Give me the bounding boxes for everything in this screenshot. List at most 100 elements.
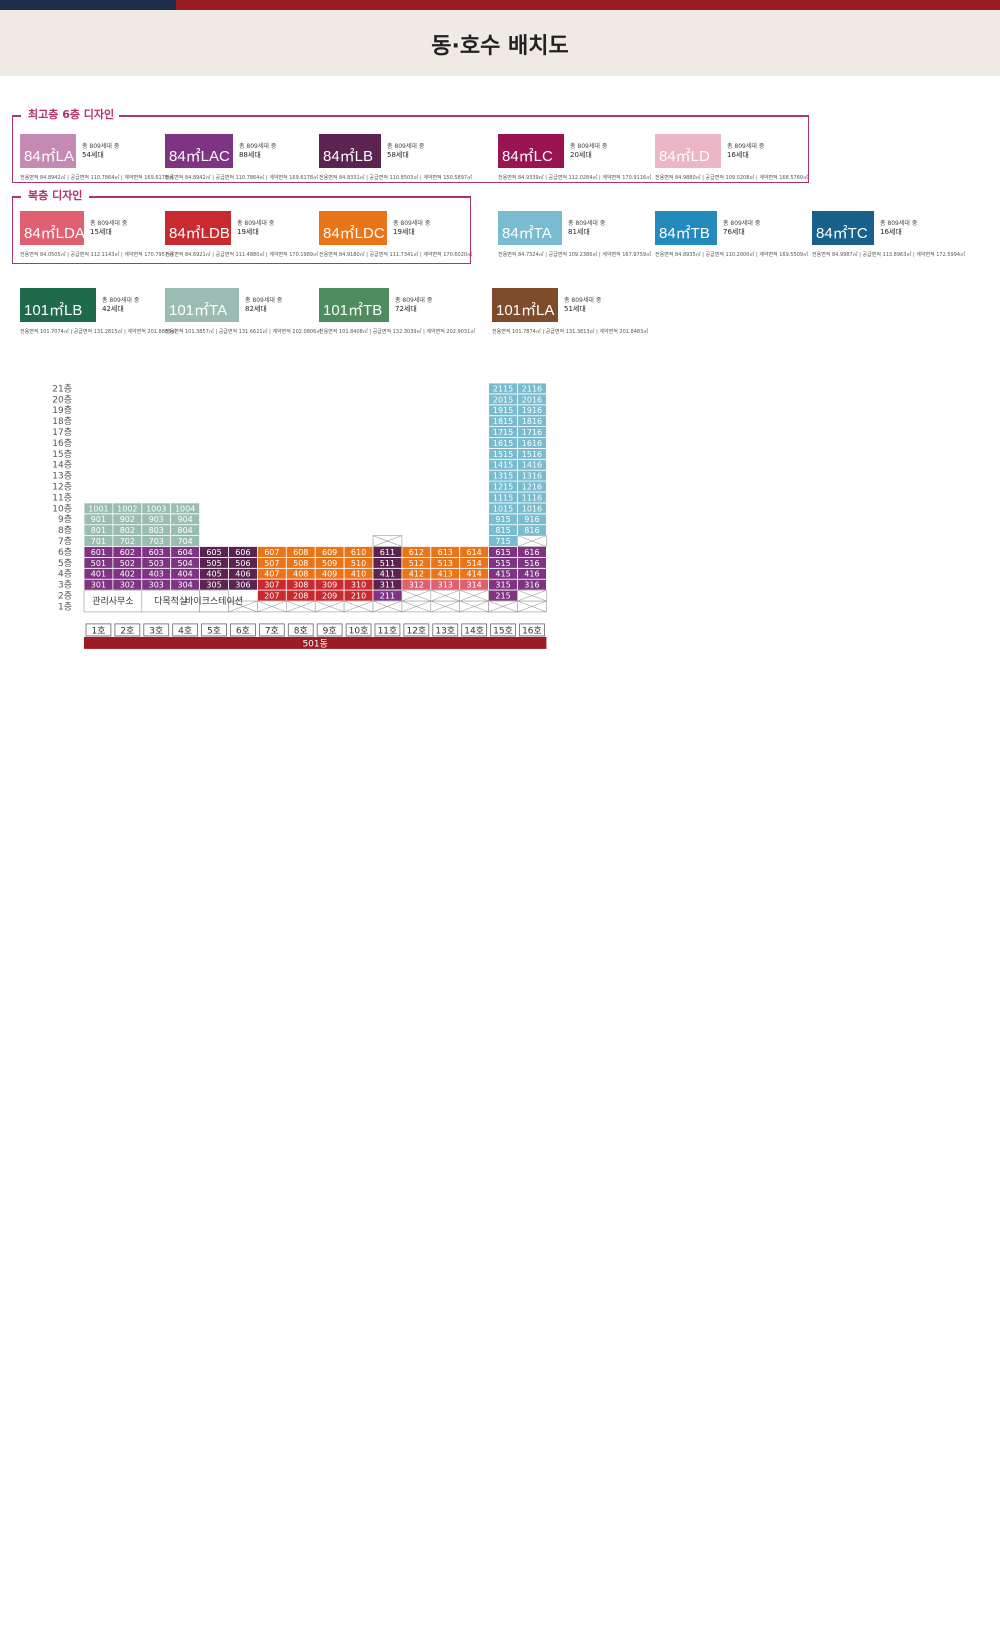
unit-number: 603 xyxy=(149,548,164,557)
unit-number: 611 xyxy=(380,548,395,557)
unit-number: 615 xyxy=(495,548,510,557)
legend-count-prefix: 총 809세대 중 xyxy=(727,143,765,150)
empty-cell-cross xyxy=(517,600,547,613)
unit-number: 1216 xyxy=(522,483,542,492)
unit-column-label: 2호 xyxy=(120,625,134,636)
group-top6-label: 최고층 6층 디자인 xyxy=(23,106,120,122)
empty-cell-cross xyxy=(430,589,460,602)
legend-type-swatch: 84㎡TC xyxy=(812,211,874,245)
unit-column-label: 5호 xyxy=(207,625,221,636)
legend-area: 전용면적 84.6921㎡ | 공급면적 111.4880㎡ | 계약면적 17… xyxy=(165,252,319,258)
unit-number: 503 xyxy=(149,559,164,568)
unit-number: 502 xyxy=(120,559,135,568)
unit-column-label: 7호 xyxy=(265,625,279,636)
unit-number: 802 xyxy=(120,526,135,535)
unit-number: 815 xyxy=(495,526,510,535)
unit-number: 1915 xyxy=(493,406,513,415)
legend-type-swatch: 84㎡LD xyxy=(655,134,721,168)
unit-number: 305 xyxy=(206,581,221,590)
unit-number: 411 xyxy=(380,570,395,579)
legend-count-value: 54세대 xyxy=(82,150,104,159)
facility-box xyxy=(199,589,229,613)
unit-number: 901 xyxy=(91,515,106,524)
floor-label: 16층 xyxy=(52,438,72,449)
unit-number: 1816 xyxy=(522,417,542,426)
legend-count-prefix: 총 809세대 중 xyxy=(90,220,128,227)
unit-cell xyxy=(517,382,547,395)
legend-count-value: 16세대 xyxy=(727,150,749,159)
legend-type-swatch: 84㎡TB xyxy=(655,211,717,245)
unit-number: 306 xyxy=(235,581,250,590)
unit-number: 316 xyxy=(524,581,539,590)
legend-count-prefix: 총 809세대 중 xyxy=(245,297,283,304)
unit-number: 1516 xyxy=(522,450,542,459)
legend-count: 총 809세대 중 51세대 xyxy=(564,297,601,313)
unit-column-label: 15호 xyxy=(493,625,513,636)
group-duplex-label: 복층 디자인 xyxy=(23,187,88,203)
unit-number: 209 xyxy=(322,592,337,601)
legend-area: 전용면적 101.7074㎡ | 공급면적 131.2815㎡ | 계약면적 2… xyxy=(20,329,177,335)
unit-number: 1016 xyxy=(522,504,542,513)
unit-number: 413 xyxy=(438,570,453,579)
unit-number: 601 xyxy=(91,548,106,557)
legend-count: 총 809세대 중 16세대 xyxy=(880,220,917,236)
legend-count-prefix: 총 809세대 중 xyxy=(395,297,433,304)
empty-cell-cross xyxy=(372,535,403,547)
page-header xyxy=(0,10,1000,76)
legend-count-prefix: 총 809세대 중 xyxy=(568,220,606,227)
empty-cell-cross xyxy=(286,600,316,613)
unit-number: 609 xyxy=(322,548,337,557)
floor-label: 5층 xyxy=(58,558,72,569)
legend-count: 총 809세대 중 19세대 xyxy=(237,220,274,236)
empty-cell-cross xyxy=(459,589,489,602)
legend-type-swatch: 101㎡LB xyxy=(20,288,96,322)
unit-number: 1316 xyxy=(522,472,542,481)
unit-number: 1716 xyxy=(522,428,542,437)
unit-number: 613 xyxy=(438,548,453,557)
legend-count: 총 809세대 중 72세대 xyxy=(395,297,432,313)
legend-area: 전용면적 101.3857㎡ | 공급면적 131.6621㎡ | 계약면적 2… xyxy=(165,329,322,335)
legend-count-value: 81세대 xyxy=(568,227,590,236)
floor-label: 3층 xyxy=(58,580,72,591)
unit-number: 516 xyxy=(524,559,539,568)
unit-number: 1003 xyxy=(146,504,166,513)
unit-column-label: 10호 xyxy=(349,625,369,636)
floor-label: 2층 xyxy=(58,591,72,602)
unit-column-label: 6호 xyxy=(236,625,250,636)
legend-type-swatch: 84㎡LDB xyxy=(165,211,231,245)
legend-count-value: 88세대 xyxy=(239,150,261,159)
legend-type-swatch: 84㎡TA xyxy=(498,211,562,245)
unit-number: 416 xyxy=(524,570,539,579)
legend-type-swatch: 84㎡LDC xyxy=(319,211,387,245)
unit-number: 803 xyxy=(149,526,164,535)
unit-number: 211 xyxy=(380,592,395,601)
unit-number: 303 xyxy=(149,581,164,590)
legend-count-value: 16세대 xyxy=(880,227,902,236)
unit-number: 616 xyxy=(524,548,539,557)
unit-number: 311 xyxy=(380,581,395,590)
unit-number: 414 xyxy=(467,570,482,579)
facility-label: 다목적실 xyxy=(154,595,187,607)
unit-number: 607 xyxy=(264,548,279,557)
floor-label: 9층 xyxy=(58,514,72,525)
unit-number: 1615 xyxy=(493,439,513,448)
legend-count: 총 809세대 중 81세대 xyxy=(568,220,605,236)
group-duplex-frame: 복층 디자인 xyxy=(12,187,471,264)
unit-number: 415 xyxy=(495,570,510,579)
legend-count-value: 15세대 xyxy=(90,227,112,236)
unit-number: 501 xyxy=(91,559,106,568)
unit-number: 904 xyxy=(178,515,193,524)
unit-number: 614 xyxy=(467,548,482,557)
unit-number: 1116 xyxy=(522,493,542,502)
top-accent-navy xyxy=(0,0,176,10)
unit-number: 406 xyxy=(235,570,250,579)
unit-column-box xyxy=(201,623,227,637)
legend-count-value: 19세대 xyxy=(237,227,259,236)
building-label: 501동 xyxy=(302,638,327,649)
unit-number: 701 xyxy=(91,537,106,546)
unit-number: 2015 xyxy=(493,395,513,404)
floor-label: 4층 xyxy=(58,569,72,580)
unit-number: 407 xyxy=(264,570,279,579)
legend-count: 총 809세대 중 54세대 xyxy=(82,143,119,159)
unit-column-label: 3호 xyxy=(149,625,163,636)
